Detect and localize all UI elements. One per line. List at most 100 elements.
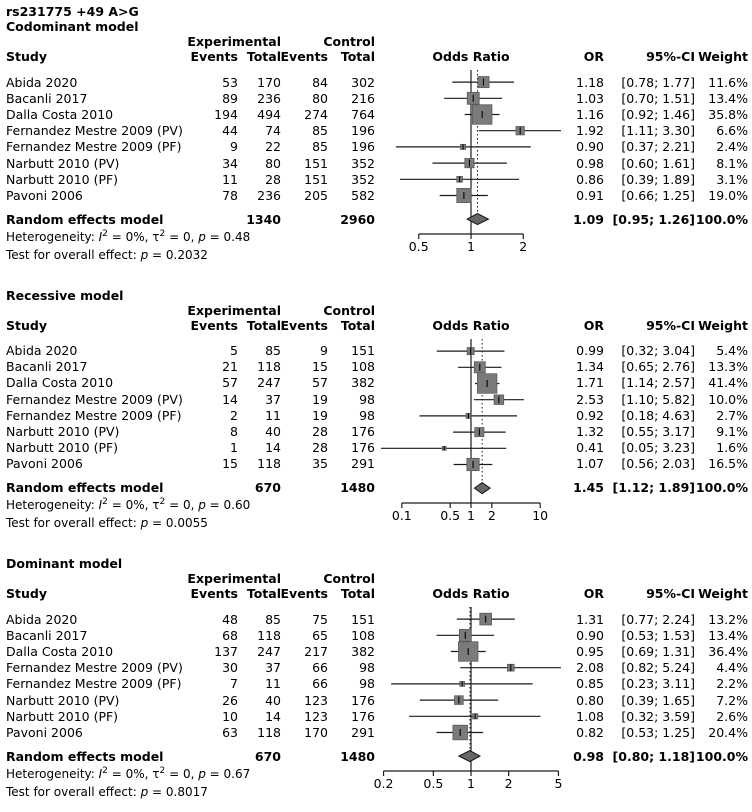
weight-cell: 16.5%	[708, 456, 748, 472]
test-prefix: Test for overall effect:	[6, 784, 141, 799]
table-row: Bacanli 2017 21 118 15 108 1.34 [0.65; 2.76] 13…	[0, 359, 752, 375]
ctrl-events-cell: 80	[312, 90, 328, 106]
ctrl-total-cell: 176	[351, 708, 375, 724]
pooled-ctrl-total: 1480	[340, 480, 375, 495]
exp-total-cell: 37	[265, 391, 281, 407]
or-cell: 1.07	[576, 456, 604, 472]
column-header-study: Study	[6, 317, 47, 333]
p-symbol: p	[140, 516, 149, 530]
table-row: Abida 2020 48 85 75 151 1.31 [0.77; 2.24] 13.2%	[0, 611, 752, 627]
exp-total-cell: 40	[265, 424, 281, 440]
ctrl-events-cell: 28	[312, 424, 328, 440]
ctrl-events-cell: 15	[312, 359, 328, 375]
exp-events-cell: 137	[214, 643, 238, 659]
pooled-or-cell: 0.98	[573, 748, 604, 764]
p-symbol: p	[198, 766, 206, 781]
exp-total-cell: 236	[257, 187, 281, 203]
comma: ,	[190, 766, 199, 781]
study-name-cell: Bacanli 2017	[6, 359, 88, 375]
study-name-cell: Dalla Costa 2010	[6, 106, 114, 122]
ci-cell: [0.69; 1.31]	[621, 643, 695, 659]
or-cell: 0.85	[576, 676, 604, 692]
pooled-ci-cell: [0.80; 1.18]	[612, 748, 695, 764]
tau-squared-value: 0	[182, 766, 191, 781]
exp-total-cell: 85	[265, 611, 281, 627]
equals: =	[148, 784, 166, 799]
comma: ,	[144, 766, 153, 781]
exp-events-cell: 2	[230, 407, 238, 423]
het-p-value: 0.67	[223, 766, 251, 781]
table-row: Fernandez Mestre 2009 (PV) 30 37 66 98 2.08 [0…	[0, 660, 752, 676]
ctrl-total-cell: 352	[351, 155, 375, 171]
study-name-cell: Fernandez Mestre 2009 (PV)	[6, 123, 183, 139]
pooled-exp-total: 1340	[246, 211, 281, 227]
tau-squared-value: 0	[182, 498, 191, 512]
pooled-label: Random effects model	[6, 748, 164, 764]
ctrl-events-cell: 274	[304, 106, 328, 122]
or-cell: 1.16	[576, 106, 604, 122]
column-header-study: Study	[6, 49, 47, 64]
study-name-cell: Fernandez Mestre 2009 (PV)	[6, 391, 183, 407]
tau-squared-symbol: τ	[152, 766, 160, 781]
ci-cell: [0.55; 3.17]	[621, 424, 695, 440]
test-prefix: Test for overall effect:	[6, 516, 141, 530]
ci-cell: [0.60; 1.61]	[621, 155, 695, 171]
ctrl-events-cell: 170	[304, 724, 328, 740]
pooled-label: Random effects model	[6, 480, 164, 495]
test-prefix: Test for overall effect:	[6, 247, 141, 262]
equals: =	[107, 229, 126, 244]
table-row: Fernandez Mestre 2009 (PF) 2 11 19 98 0.92 [0.…	[0, 407, 752, 423]
ctrl-events-cell: 123	[304, 708, 328, 724]
weight-cell: 35.8%	[708, 106, 748, 122]
ci-cell: [0.78; 1.77]	[621, 74, 695, 90]
pooled-label: Random effects model	[6, 211, 164, 227]
exp-total-cell: 37	[265, 660, 281, 676]
table-header: Study Events Total Events Total Odds Ratio OR 9…	[0, 318, 752, 333]
table-row: Pavoni 2006 63 118 170 291 0.82 [0.53; 1.25] 20…	[0, 724, 752, 740]
exp-events-cell: 8	[230, 424, 238, 440]
column-header-ctrl-total: Total	[340, 586, 375, 601]
table-header-groups: Experimental Control	[0, 34, 752, 49]
study-name-cell: Narbutt 2010 (PF)	[6, 440, 119, 456]
weight-cell: 6.6%	[716, 123, 748, 139]
i-squared-symbol: I	[98, 229, 103, 244]
weight-cell: 13.4%	[708, 90, 748, 106]
exp-events-cell: 14	[222, 391, 238, 407]
column-header-effect: Odds Ratio	[432, 586, 510, 601]
column-header-experimental: Experimental	[187, 571, 281, 586]
column-header-ctrl-total: Total	[340, 317, 375, 333]
ctrl-total-cell: 302	[351, 74, 375, 90]
exp-total-cell: 28	[265, 171, 281, 187]
comma: ,	[190, 229, 199, 244]
or-cell: 2.53	[576, 391, 604, 407]
exp-total-cell: 494	[257, 106, 281, 122]
overall-p-value: 0.2032	[165, 247, 208, 262]
or-cell: 0.82	[576, 724, 604, 740]
pooled-or-cell: 1.45	[573, 480, 604, 495]
table-row: Fernandez Mestre 2009 (PF) 9 22 85 196 0.90 [0…	[0, 139, 752, 155]
ci-cell: [0.18; 4.63]	[621, 407, 695, 423]
or-cell: 1.03	[576, 90, 604, 106]
study-name-cell: Narbutt 2010 (PV)	[6, 692, 120, 708]
ctrl-events-cell: 66	[312, 676, 328, 692]
ctrl-total-cell: 216	[351, 90, 375, 106]
equals: =	[148, 247, 166, 262]
het-prefix: Heterogeneity:	[6, 766, 99, 781]
column-header-ctrl-events: Events	[280, 317, 328, 333]
study-rows: Abida 2020 5 85 9 151 0.99 [0.32; 3.04] 5.4% Bac…	[0, 343, 752, 473]
equals: =	[148, 516, 166, 530]
ctrl-events-cell: 217	[304, 643, 328, 659]
exp-total-cell: 118	[257, 627, 281, 643]
ctrl-total-cell: 196	[351, 123, 375, 139]
column-header-or: OR	[583, 49, 604, 64]
column-header-ci: 95%-CI	[646, 586, 695, 601]
ctrl-total-cell: 291	[351, 456, 375, 472]
ctrl-total-cell: 176	[351, 440, 375, 456]
or-cell: 1.08	[576, 708, 604, 724]
study-name-cell: Dalla Costa 2010	[6, 375, 114, 391]
table-row: Narbutt 2010 (PF) 10 14 123 176 1.08 [0.32; 3.…	[0, 708, 752, 724]
equals: =	[205, 229, 224, 244]
equals: =	[165, 229, 183, 244]
ctrl-events-cell: 75	[312, 611, 328, 627]
study-name-cell: Abida 2020	[6, 74, 78, 90]
